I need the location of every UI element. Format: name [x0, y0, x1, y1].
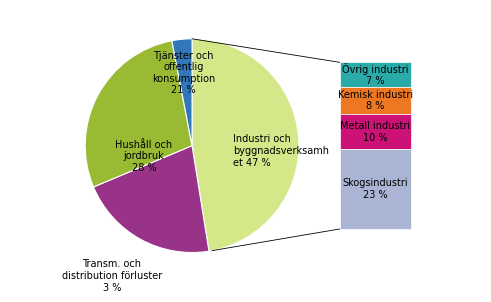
Text: Skogsindustri
23 %: Skogsindustri 23 % [343, 178, 408, 200]
Bar [340, 87, 411, 114]
Text: Industri och
byggnadsverksamh
et 47 %: Industri och byggnadsverksamh et 47 % [233, 134, 328, 168]
Text: Kemisk industri
8 %: Kemisk industri 8 % [338, 90, 413, 111]
Wedge shape [85, 41, 192, 187]
Bar [340, 114, 411, 149]
Text: Övrig industri
7 %: Övrig industri 7 % [342, 63, 409, 86]
Bar [340, 149, 411, 229]
Wedge shape [192, 39, 299, 251]
Text: Hushåll och
jordbruk
28 %: Hushåll och jordbruk 28 % [115, 140, 172, 173]
Wedge shape [172, 39, 192, 146]
Bar [340, 62, 411, 87]
Text: Tjänster och
offentlig
konsumption
21 %: Tjänster och offentlig konsumption 21 % [152, 51, 215, 95]
Wedge shape [93, 146, 209, 252]
Text: Metall industri
10 %: Metall industri 10 % [340, 121, 410, 143]
Text: Transm. och
distribution förluster
3 %: Transm. och distribution förluster 3 % [62, 259, 162, 293]
